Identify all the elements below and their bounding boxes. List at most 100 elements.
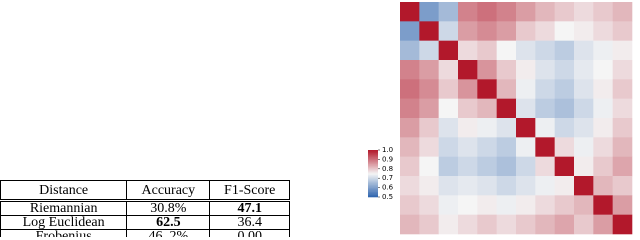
- heatmap-cell: [496, 21, 517, 41]
- heatmap-cell: [438, 2, 459, 22]
- heatmap-cell: [612, 21, 633, 41]
- colorbar-segment: [368, 188, 378, 191]
- heatmap-cell: [400, 40, 420, 61]
- heatmap-cell: [593, 214, 613, 235]
- colorbar-segment: [368, 171, 378, 173]
- heatmap-cell: [477, 40, 497, 61]
- heatmap-cell: [400, 156, 420, 177]
- heatmap-cell: [419, 2, 439, 22]
- heatmap-cell: [535, 40, 555, 61]
- heatmap-cell: [574, 98, 594, 119]
- heatmap-cell: [574, 214, 594, 235]
- heatmap-cell: [593, 2, 613, 22]
- colorbar-segment: [368, 173, 378, 175]
- heatmap-cell: [438, 214, 459, 235]
- heatmap-cell: [496, 2, 517, 22]
- heatmap-cell: [458, 60, 478, 80]
- heatmap-cell: [419, 79, 439, 99]
- heatmap-cell: [496, 176, 517, 196]
- heatmap-cell: [535, 21, 555, 41]
- heatmap-cell: [612, 195, 633, 215]
- colorbar-segment: [368, 165, 378, 167]
- heatmap-cell: [400, 118, 420, 138]
- heatmap-cell: [496, 118, 517, 138]
- heatmap-cell: [419, 137, 439, 157]
- heatmap-cell: [554, 2, 575, 22]
- heatmap-cell: [554, 21, 575, 41]
- row: Frobenius 46. 2% 0.00: [0, 229, 290, 237]
- colorbar-segment: [368, 152, 378, 154]
- colorbar-segment: [368, 194, 378, 197]
- heatmap-cell: [612, 156, 633, 177]
- heatmap-cell: [458, 176, 478, 196]
- heatmap-cell: [496, 98, 517, 119]
- heatmap-cell: [438, 21, 459, 41]
- heatmap-cell: [612, 137, 633, 157]
- cell: 46. 2%: [126, 229, 211, 237]
- heatmap-cell: [516, 79, 536, 99]
- heatmap-cell: [438, 156, 459, 177]
- heatmap-cell: [516, 214, 536, 235]
- heatmap-cell: [574, 137, 594, 157]
- heatmap-cell: [400, 79, 420, 99]
- cell: Frobenius: [0, 229, 128, 237]
- colorbar-segment: [368, 185, 378, 187]
- heatmap-cell: [554, 156, 575, 177]
- heatmap-cell: [593, 137, 613, 157]
- colorbar-segment: [368, 195, 378, 198]
- heatmap-cell: [516, 137, 536, 157]
- heatmap-cell: [477, 21, 497, 41]
- heatmap-cell: [612, 176, 633, 196]
- heatmap-cell: [516, 60, 536, 80]
- heatmap-cell: [612, 79, 633, 99]
- colorbar-segment: [368, 181, 378, 184]
- heatmap-cell: [496, 79, 517, 99]
- heatmap-cell: [593, 21, 613, 41]
- heatmap-cell: [477, 60, 497, 80]
- heatmap-cell: [458, 98, 478, 119]
- heatmap-cell: [458, 118, 478, 138]
- heatmap-cell: [593, 79, 613, 99]
- heatmap-cell: [419, 21, 439, 41]
- colorbar-segment: [368, 174, 378, 177]
- colorbar-segment: [368, 179, 378, 181]
- colorbar-segment: [368, 172, 378, 174]
- heatmap-cell: [400, 137, 420, 157]
- heatmap-cell: [438, 40, 459, 61]
- heatmap-cell: [438, 79, 459, 99]
- heatmap-cell: [574, 176, 594, 196]
- heatmap-cell: [419, 156, 439, 177]
- heatmap-cell: [554, 40, 575, 61]
- heatmap-cell: [438, 137, 459, 157]
- heatmap-cell: [496, 60, 517, 80]
- heatmap-cell: [516, 195, 536, 215]
- heatmap-cell: [554, 98, 575, 119]
- heatmap-cell: [554, 214, 575, 235]
- colorbar-segment: [368, 160, 378, 163]
- heatmap-cell: [496, 40, 517, 61]
- colorbar-tick-label: 1.0: [382, 146, 393, 154]
- heatmap-cell: [496, 214, 517, 235]
- colorbar-segment: [368, 180, 378, 183]
- heatmap-cell: [574, 2, 594, 22]
- colorbar-segment: [368, 175, 378, 178]
- heatmap-cell: [554, 60, 575, 80]
- heatmap-cell: [574, 21, 594, 41]
- heatmap-cell: [612, 60, 633, 80]
- heatmap-cell: [496, 156, 517, 177]
- heatmap-cell: [535, 60, 555, 80]
- colorbar-segment: [368, 164, 378, 166]
- heatmap-cell: [458, 214, 478, 235]
- heatmap-cell: [593, 98, 613, 119]
- heatmap-cell: [535, 137, 555, 157]
- heatmap-cell: [516, 176, 536, 196]
- results-table: Distance Accuracy F1-Score Riemannian 30.8% 4…: [0, 180, 290, 237]
- colorbar-segment: [368, 162, 378, 165]
- heatmap-cell: [477, 98, 497, 119]
- heatmap-cell: [400, 2, 420, 22]
- heatmap-cell: [554, 79, 575, 99]
- heatmap-cell: [496, 137, 517, 157]
- cell: 0.00: [209, 229, 290, 237]
- heatmap-cell: [535, 176, 555, 196]
